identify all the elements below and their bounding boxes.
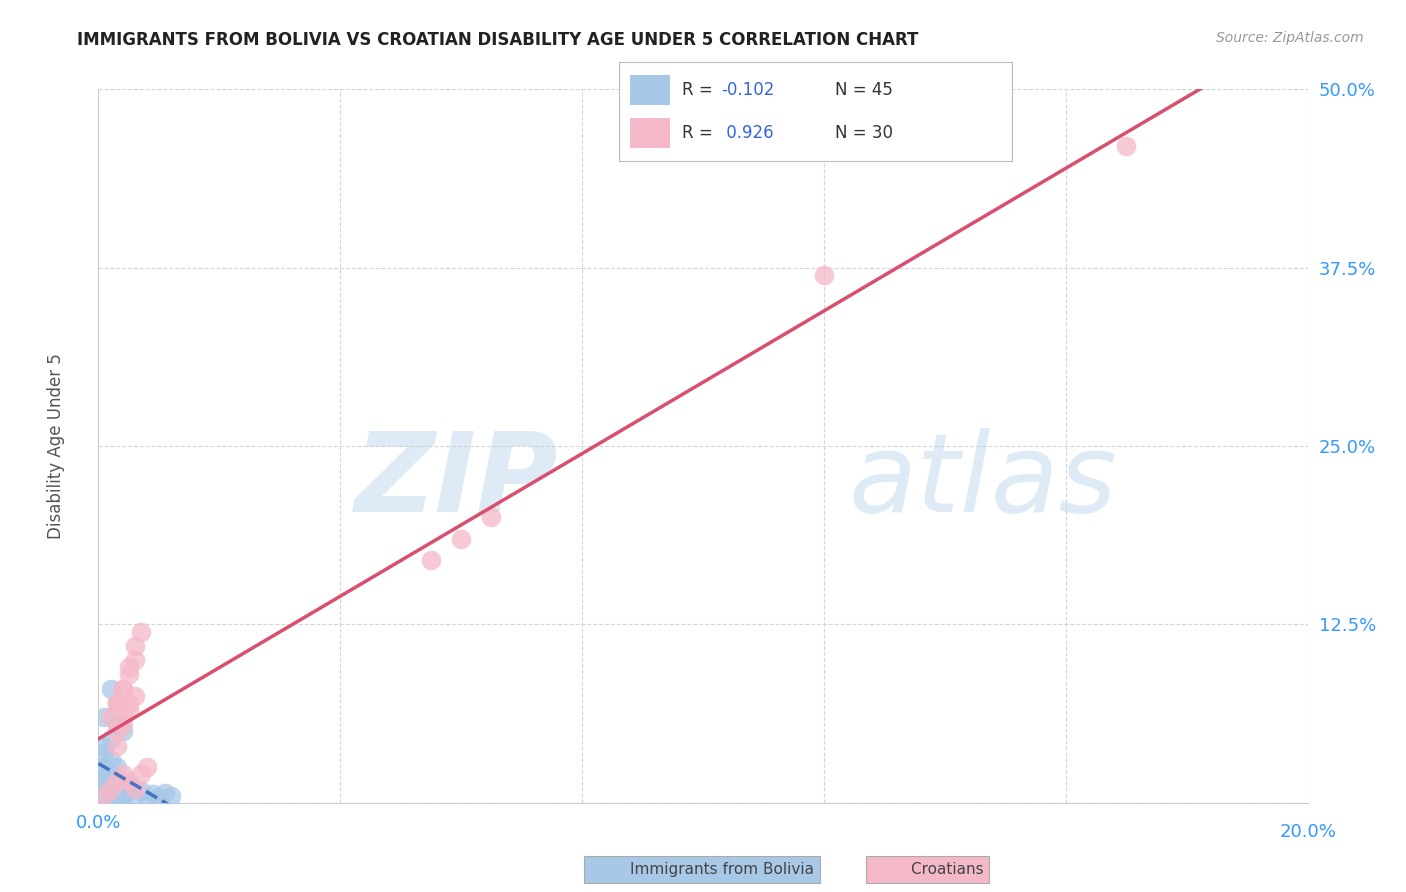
Point — [105, 791, 128, 805]
Point — [111, 681, 134, 696]
Point — [111, 681, 134, 696]
Point — [100, 767, 122, 781]
Text: N = 30: N = 30 — [835, 124, 893, 142]
Point — [105, 696, 128, 710]
Point — [105, 781, 128, 796]
Point — [142, 787, 165, 801]
Point — [124, 653, 146, 667]
Point — [129, 784, 152, 798]
Point — [105, 774, 128, 789]
Point — [100, 710, 122, 724]
Point — [124, 781, 146, 796]
Point — [105, 739, 128, 753]
Point — [100, 681, 122, 696]
Point — [135, 791, 157, 805]
Point — [160, 789, 183, 803]
Point — [153, 786, 176, 800]
Point — [100, 770, 122, 784]
Point — [105, 774, 128, 789]
Point — [135, 760, 157, 774]
Point — [105, 781, 128, 796]
Point — [813, 268, 835, 282]
Point — [129, 624, 152, 639]
Point — [124, 689, 146, 703]
Text: N = 45: N = 45 — [835, 81, 893, 99]
Point — [111, 789, 134, 803]
Point — [100, 781, 122, 796]
Text: atlas: atlas — [848, 428, 1116, 535]
Point — [93, 739, 115, 753]
Point — [481, 510, 503, 524]
Point — [129, 767, 152, 781]
Text: IMMIGRANTS FROM BOLIVIA VS CROATIAN DISABILITY AGE UNDER 5 CORRELATION CHART: IMMIGRANTS FROM BOLIVIA VS CROATIAN DISA… — [77, 31, 918, 49]
Point — [100, 781, 122, 796]
Point — [118, 696, 141, 710]
Text: R =: R = — [682, 124, 717, 142]
Text: 0.926: 0.926 — [721, 124, 773, 142]
Point — [93, 789, 115, 803]
Point — [93, 779, 115, 793]
Point — [100, 753, 122, 767]
Point — [105, 696, 128, 710]
Point — [111, 767, 134, 781]
Point — [118, 779, 141, 793]
Point — [118, 667, 141, 681]
Point — [100, 786, 122, 800]
Text: -0.102: -0.102 — [721, 81, 775, 99]
Point — [93, 789, 115, 803]
Bar — [630, 75, 669, 104]
Text: R =: R = — [682, 81, 717, 99]
Point — [1115, 139, 1137, 153]
Point — [111, 789, 134, 803]
Point — [118, 781, 141, 796]
Point — [118, 660, 141, 674]
Point — [105, 696, 128, 710]
Point — [105, 717, 128, 731]
Point — [450, 532, 472, 546]
Point — [93, 710, 115, 724]
Point — [93, 764, 115, 779]
Point — [124, 789, 146, 803]
Point — [118, 774, 141, 789]
Point — [93, 746, 115, 760]
Point — [111, 710, 134, 724]
Text: ZIP: ZIP — [354, 428, 558, 535]
Point — [148, 790, 170, 805]
Bar — [630, 119, 669, 148]
Point — [100, 767, 122, 781]
Point — [100, 731, 122, 746]
Point — [105, 760, 128, 774]
Text: Immigrants from Bolivia: Immigrants from Bolivia — [591, 863, 814, 877]
Point — [111, 787, 134, 801]
Point — [105, 724, 128, 739]
Point — [100, 781, 122, 796]
Point — [105, 789, 128, 803]
Point — [105, 784, 128, 798]
Point — [93, 760, 115, 774]
Point — [100, 784, 122, 798]
Text: 20.0%: 20.0% — [1279, 822, 1336, 841]
Point — [111, 784, 134, 798]
Point — [100, 774, 122, 789]
Text: Disability Age Under 5: Disability Age Under 5 — [48, 353, 65, 539]
Point — [105, 789, 128, 803]
Point — [111, 717, 134, 731]
Point — [420, 553, 443, 567]
Point — [118, 703, 141, 717]
Text: Source: ZipAtlas.com: Source: ZipAtlas.com — [1216, 31, 1364, 45]
Point — [111, 781, 134, 796]
Point — [111, 724, 134, 739]
Text: Croatians: Croatians — [872, 863, 983, 877]
Point — [105, 774, 128, 789]
Point — [124, 639, 146, 653]
Point — [93, 774, 115, 789]
